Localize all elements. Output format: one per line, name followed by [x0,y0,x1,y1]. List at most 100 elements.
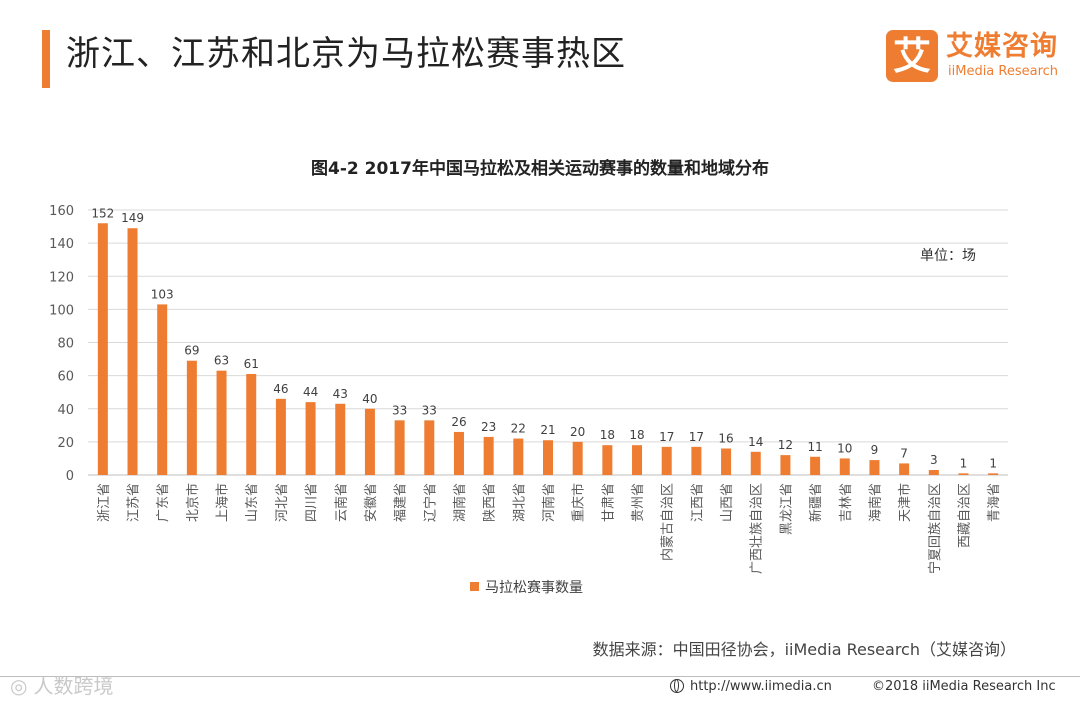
data-label: 11 [807,440,822,454]
data-source: 数据来源：中国田径协会，iiMedia Research（艾媒咨询） [592,640,1016,659]
data-label: 14 [748,435,763,449]
x-tick-label: 河南省 [541,483,557,522]
bar [186,360,197,475]
bar [97,223,108,475]
x-tick-label: 天津市 [897,483,913,522]
website-url: http://www.iimedia.cn [690,679,832,694]
bar [157,304,168,475]
data-label: 18 [629,428,644,442]
footer-divider [0,676,1080,677]
y-tick-label: 160 [49,204,74,219]
x-tick-label: 内蒙古自治区 [660,483,676,561]
data-label: 1 [989,456,997,470]
x-tick-label: 四川省 [305,483,320,522]
bar [453,431,464,475]
data-label: 44 [303,385,318,399]
x-tick-label: 广西壮族自治区 [749,483,765,574]
x-tick-label: 辽宁省 [422,483,438,522]
x-tick-label: 甘肃省 [601,483,616,522]
x-tick-label: 江苏省 [126,483,142,522]
data-label: 7 [900,446,908,460]
data-label: 63 [214,354,229,368]
bar [928,470,939,475]
data-label: 16 [718,432,733,446]
bar [483,436,494,475]
y-tick-label: 140 [49,237,74,252]
data-label: 149 [121,211,144,225]
data-label: 21 [540,423,555,437]
y-tick-label: 100 [49,303,74,318]
data-label: 40 [362,392,377,406]
data-label: 17 [659,430,674,444]
bar [750,451,761,475]
x-tick-label: 海南省 [867,483,883,522]
x-tick-label: 重庆市 [571,483,587,522]
x-tick-label: 江西省 [690,483,705,522]
bar [958,473,969,475]
data-label: 33 [392,403,407,417]
globe-icon [670,679,684,693]
x-tick-label: 浙江省 [97,483,112,522]
x-tick-label: 湖南省 [452,483,468,522]
bar [513,438,524,475]
x-tick-label: 湖北省 [512,483,527,522]
x-tick-label: 安徽省 [364,483,379,522]
data-label: 26 [451,415,466,429]
y-tick-label: 120 [49,270,74,285]
data-label: 46 [273,382,288,396]
x-tick-label: 黑龙江省 [779,483,794,535]
bar [661,446,672,475]
data-label: 23 [481,420,496,434]
bar [602,445,613,475]
data-label: 20 [570,425,585,439]
weibo-icon: ◎ [10,674,28,698]
logo-name-en: iiMedia Research [948,64,1059,79]
bar [246,373,257,475]
y-tick-label: 0 [66,469,74,484]
data-label: 69 [184,344,199,358]
x-tick-label: 西藏自治区 [957,483,972,548]
bar [424,420,435,475]
watermark-text: 人数跨境 [33,674,114,698]
x-tick-label: 贵州省 [631,483,646,522]
x-tick-label: 吉林省 [839,483,854,522]
bar [988,473,999,475]
unit-label: 单位：场 [920,248,976,264]
bar [394,420,405,475]
legend-label: 马拉松赛事数量 [485,580,583,596]
data-label: 18 [600,428,615,442]
page-title: 浙江、江苏和北京为马拉松赛事热区 [66,34,626,74]
data-label: 3 [930,453,938,467]
x-tick-label: 云南省 [333,483,349,522]
x-tick-label: 新疆省 [808,483,824,522]
logo-name-cn: 艾媒咨询 [946,31,1058,62]
bar [275,398,286,475]
x-tick-label: 宁夏回族自治区 [927,483,943,574]
watermark: ◎ 人数跨境 [10,670,113,699]
data-label: 1 [960,456,968,470]
bar-chart: 020406080100120140160单位：场152浙江省149江苏省103… [49,204,1008,596]
iimedia-logo: 艾 艾媒咨询 iiMedia Research [886,30,1066,86]
logo-mark-icon: 艾 [886,30,938,82]
bar [899,463,910,475]
x-tick-label: 上海市 [215,483,231,522]
website-link[interactable]: http://www.iimedia.cn [670,679,832,694]
x-tick-label: 山东省 [245,483,260,522]
data-label: 152 [91,206,114,220]
chart-title: 图4-2 2017年中国马拉松及相关运动赛事的数量和地域分布 [311,159,769,179]
x-tick-label: 广东省 [156,483,171,522]
bar [869,460,880,475]
data-label: 9 [871,443,879,457]
bar [780,455,791,475]
x-tick-label: 北京市 [185,483,201,522]
y-tick-label: 20 [57,436,74,451]
y-tick-label: 60 [57,370,74,385]
y-tick-label: 80 [57,337,74,352]
title-accent-bar [42,30,50,88]
data-label: 43 [333,387,348,401]
data-label: 12 [778,438,793,452]
bar [127,228,138,475]
data-label: 10 [837,441,852,455]
data-label: 33 [422,403,437,417]
x-tick-label: 河北省 [275,483,290,522]
